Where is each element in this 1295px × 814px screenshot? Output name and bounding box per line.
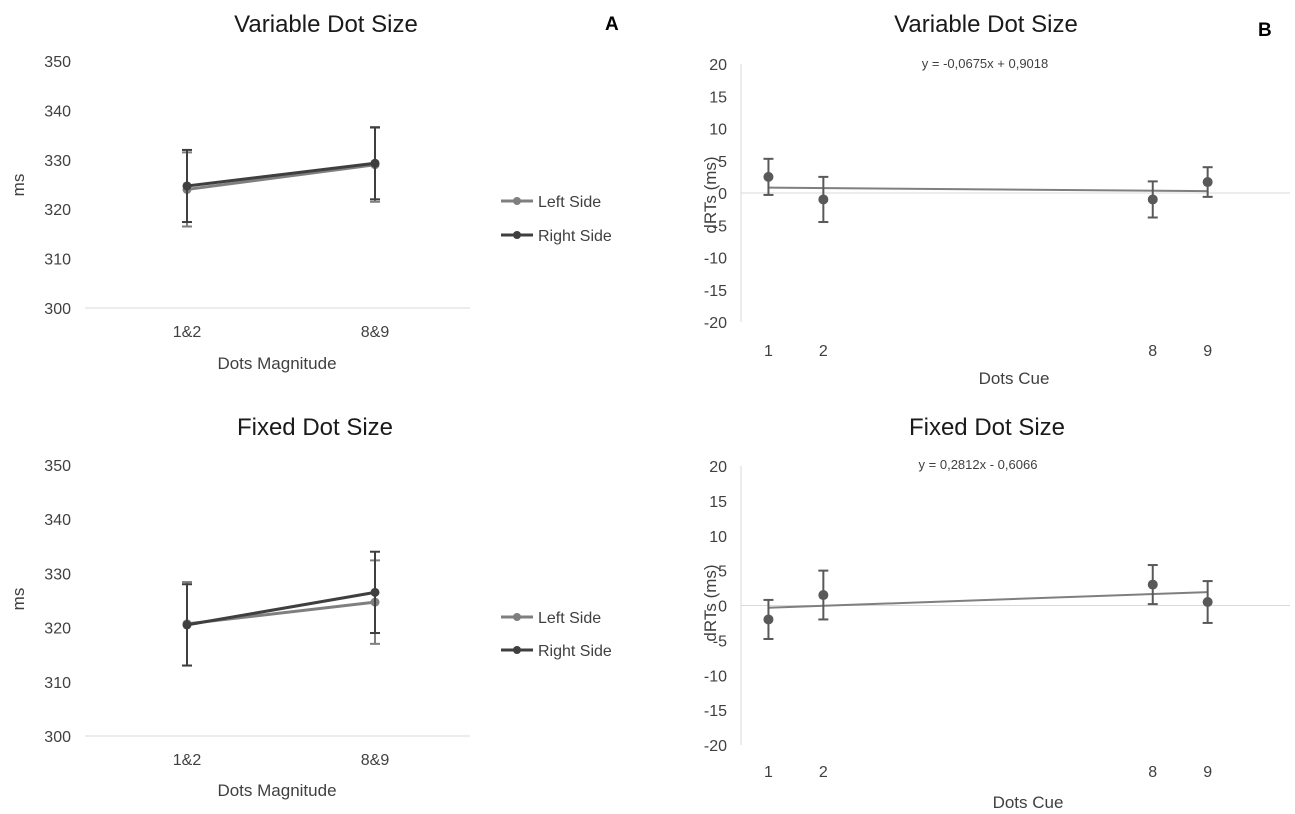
y-tick-label: 330 (44, 566, 71, 583)
x-axis-label: Dots Magnitude (217, 354, 336, 373)
y-tick-label: 350 (44, 458, 71, 475)
y-tick-label: 20 (709, 459, 727, 476)
data-point-series (1202, 597, 1213, 608)
y-tick-label: 15 (709, 494, 727, 511)
y-tick-label: 10 (709, 122, 727, 139)
chart-title: Variable Dot Size (234, 11, 418, 38)
data-point-right-side (370, 158, 380, 168)
y-tick-label: -20 (704, 738, 727, 755)
x-tick-label: 1 (764, 343, 773, 360)
y-tick-label: -15 (704, 283, 727, 300)
y-axis-label: ms (9, 588, 28, 611)
legend-marker-right-side (513, 231, 521, 239)
x-tick-label: 9 (1203, 764, 1212, 781)
trendline-equation: y = 0,2812x - 0,6066 (919, 457, 1038, 472)
data-point-series (818, 194, 829, 205)
y-tick-label: -15 (704, 703, 727, 720)
data-point-right-side (182, 620, 192, 630)
y-tick-label: 340 (44, 512, 71, 529)
series-line-right-side (186, 590, 376, 627)
series-line-left-side (186, 163, 376, 191)
y-tick-label: 350 (44, 54, 71, 71)
data-point-series (1147, 194, 1158, 205)
trendline-equation: y = -0,0675x + 0,9018 (922, 56, 1048, 71)
chart-title: Fixed Dot Size (909, 414, 1065, 441)
trendline (768, 591, 1208, 609)
chart-variable-dot-size-rt: Variable Dot Size ms Dots Magnitude 300 3… (9, 11, 612, 373)
y-tick-label: 340 (44, 103, 71, 120)
x-tick-label: 8&9 (361, 752, 390, 769)
x-axis-label: Dots Cue (993, 793, 1064, 812)
chart-fixed-dot-size-drt: Fixed Dot Size y = 0,2812x - 0,6066 dRTs… (701, 414, 1290, 812)
panel-letter-b: B (1258, 20, 1272, 41)
chart-variable-dot-size-drt: Variable Dot Size y = -0,0675x + 0,9018 … (701, 11, 1290, 388)
legend-label-left-side: Left Side (538, 610, 601, 627)
chart-title: Variable Dot Size (894, 11, 1078, 38)
x-tick-label: 1 (764, 764, 773, 781)
y-tick-label: 300 (44, 301, 71, 318)
legend-marker-left-side (513, 613, 521, 621)
y-tick-label: -10 (704, 668, 727, 685)
y-tick-label: 10 (709, 529, 727, 546)
x-axis-label: Dots Magnitude (217, 781, 336, 800)
data-point-series (1147, 579, 1158, 590)
y-tick-label: -20 (704, 315, 727, 332)
legend: Left Side Right Side (501, 610, 612, 660)
y-tick-label: 300 (44, 729, 71, 746)
series-line-right-side (186, 161, 376, 188)
y-tick-label: 310 (44, 675, 71, 692)
data-point-right-side (182, 181, 192, 191)
legend-marker-right-side (513, 646, 521, 654)
x-tick-label: 2 (819, 764, 828, 781)
x-tick-label: 8&9 (361, 324, 390, 341)
y-tick-label: 330 (44, 153, 71, 170)
y-axis-label: dRTs (ms) (701, 156, 720, 233)
data-point-series (818, 590, 829, 601)
legend-label-right-side: Right Side (538, 228, 612, 245)
y-tick-label: -10 (704, 251, 727, 268)
x-tick-label: 8 (1148, 764, 1157, 781)
trendline (768, 186, 1208, 193)
y-tick-label: 5 (718, 564, 727, 581)
y-axis-label: dRTs (ms) (701, 564, 720, 641)
x-tick-label: 9 (1203, 343, 1212, 360)
y-tick-label: 5 (718, 154, 727, 171)
y-tick-label: -5 (713, 633, 727, 650)
y-tick-label: 310 (44, 252, 71, 269)
y-tick-label: -5 (713, 218, 727, 235)
y-tick-label: 20 (709, 57, 727, 74)
x-tick-label: 1&2 (173, 752, 202, 769)
panel-letter-a: A (605, 14, 619, 35)
legend: Left Side Right Side (501, 194, 612, 245)
data-point-series (763, 614, 774, 625)
y-tick-label: 320 (44, 202, 71, 219)
data-point-series (763, 171, 774, 182)
x-tick-label: 8 (1148, 343, 1157, 360)
y-tick-label: 320 (44, 621, 71, 638)
chart-fixed-dot-size-rt: Fixed Dot Size ms Dots Magnitude 300 310 3… (9, 414, 612, 800)
legend-label-left-side: Left Side (538, 194, 601, 211)
chart-title: Fixed Dot Size (237, 414, 393, 441)
y-tick-label: 0 (718, 599, 727, 616)
legend-label-right-side: Right Side (538, 643, 612, 660)
x-tick-label: 1&2 (173, 324, 202, 341)
y-axis-label: ms (9, 174, 28, 197)
y-tick-label: 15 (709, 89, 727, 106)
data-point-right-side (370, 587, 380, 597)
x-tick-label: 2 (819, 343, 828, 360)
legend-marker-left-side (513, 197, 521, 205)
x-axis-label: Dots Cue (979, 369, 1050, 388)
y-tick-label: 0 (718, 186, 727, 203)
data-point-series (1202, 177, 1213, 188)
